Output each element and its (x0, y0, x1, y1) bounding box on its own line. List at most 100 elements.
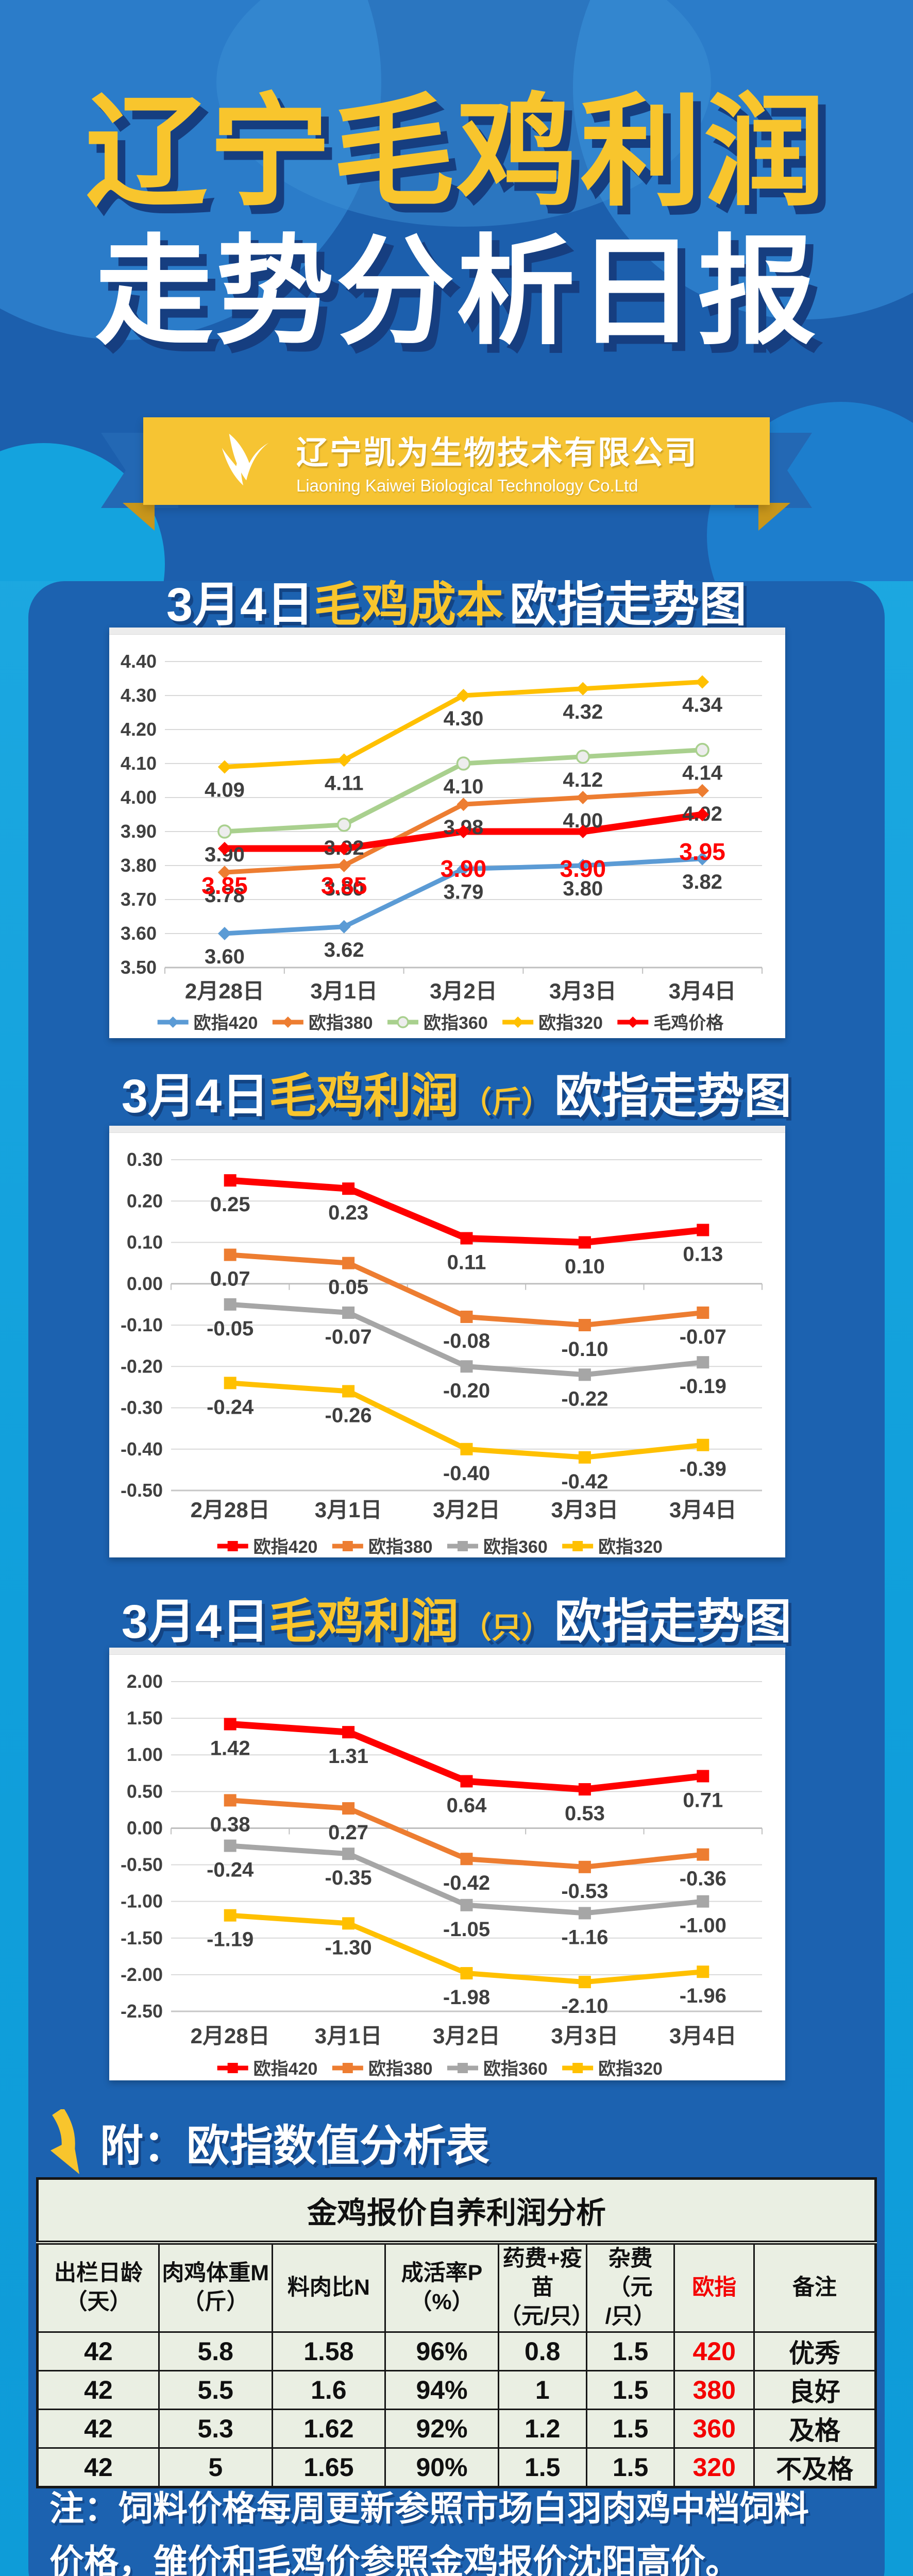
table-header-cell: 料肉比N (271, 2242, 386, 2333)
svg-text:1.31: 1.31 (328, 1745, 368, 1768)
cost-chart: 4.40 4.30 4.20 4.10 4.00 3.90 3.80 3.70 3.60 3.50… (109, 635, 785, 1041)
svg-text:欧指380: 欧指380 (309, 1013, 373, 1033)
table-cell: 42 (37, 2369, 160, 2410)
svg-text:0.38: 0.38 (210, 1813, 250, 1836)
table-cell: 5 (158, 2447, 273, 2488)
svg-text:3月2日: 3月2日 (430, 979, 497, 1003)
svg-text:-1.50: -1.50 (121, 1927, 163, 1948)
svg-text:-0.40: -0.40 (443, 1462, 490, 1485)
svg-text:3.85: 3.85 (321, 872, 367, 899)
svg-text:-0.42: -0.42 (443, 1872, 490, 1894)
svg-text:3.82: 3.82 (682, 871, 722, 893)
table-cell: 良好 (753, 2369, 876, 2410)
svg-text:-0.50: -0.50 (121, 1480, 163, 1501)
card-top-strip (109, 628, 785, 635)
svg-text:1.50: 1.50 (127, 1707, 163, 1728)
svg-text:毛鸡价格: 毛鸡价格 (653, 1013, 724, 1033)
svg-text:3月1日: 3月1日 (315, 2024, 382, 2048)
table-cell: 1.5 (497, 2447, 587, 2488)
table-cell: 1.62 (271, 2408, 386, 2449)
table-cell: 96% (384, 2331, 499, 2371)
table-cell: 90% (384, 2447, 499, 2488)
main-title-line1: 辽宁毛鸡利润 (85, 84, 827, 221)
analysis-table-wrap: 金鸡报价自养利润分析 出栏日龄 （天） 肉鸡体重M （斤） 料肉比N 成活率P （%） 药费+疫… (36, 2177, 877, 2488)
svg-text:欧指420: 欧指420 (253, 2059, 318, 2079)
company-name-block: 辽宁凯为生物技术有限公司 Liaoning Kaiwei Biological … (296, 427, 698, 496)
svg-text:-0.19: -0.19 (680, 1375, 726, 1398)
svg-text:-0.53: -0.53 (561, 1880, 608, 1903)
yellow-arrow-icon (50, 2109, 79, 2174)
svg-text:0.53: 0.53 (565, 1802, 605, 1825)
svg-text:4.40: 4.40 (121, 651, 157, 672)
table-cell: 360 (673, 2408, 755, 2449)
svg-text:3月3日: 3月3日 (551, 1498, 619, 1522)
table-cell: 0.8 (497, 2331, 587, 2371)
svg-text:-0.36: -0.36 (680, 1868, 726, 1890)
svg-text:-1.96: -1.96 (680, 1985, 726, 2007)
svg-text:-1.16: -1.16 (561, 1926, 608, 1948)
header: 辽宁毛鸡利润 走势分析日报 辽宁凯为生物技术有限公司 Liaoning Kaiw… (0, 0, 913, 581)
svg-text:0.10: 0.10 (127, 1232, 163, 1253)
table-cell: 1.65 (271, 2447, 386, 2488)
svg-text:0.10: 0.10 (565, 1256, 605, 1278)
table-row: 42 5.8 1.58 96% 0.8 1.5 420 优秀 (37, 2331, 876, 2371)
table-cell: 320 (673, 2447, 755, 2488)
svg-text:3月4日: 3月4日 (669, 2024, 737, 2048)
title-highlight: 毛鸡成本 (314, 579, 504, 631)
table-header-cell: 欧指 (673, 2242, 755, 2333)
table-cell: 420 (673, 2331, 755, 2371)
title-suffix: 欧指走势图 (554, 1070, 792, 1123)
svg-text:-2.50: -2.50 (121, 2001, 163, 2022)
svg-text:3月3日: 3月3日 (549, 979, 617, 1003)
title-unit: （只） (462, 1611, 552, 1645)
title-suffix: 欧指走势图 (554, 1596, 792, 1648)
svg-text:3月1日: 3月1日 (310, 979, 378, 1003)
svg-text:-0.05: -0.05 (207, 1317, 253, 1340)
svg-text:-0.07: -0.07 (680, 1326, 726, 1348)
svg-text:-0.24: -0.24 (207, 1859, 254, 1882)
svg-text:欧指360: 欧指360 (483, 1537, 548, 1557)
table-cell: 1.5 (585, 2369, 675, 2410)
table-cell: 1.5 (585, 2331, 675, 2371)
company-name-cn: 辽宁凯为生物技术有限公司 (296, 435, 698, 471)
svg-text:3月4日: 3月4日 (669, 1498, 737, 1522)
svg-text:4.34: 4.34 (682, 694, 723, 717)
svg-text:-0.24: -0.24 (207, 1396, 254, 1418)
svg-text:-0.08: -0.08 (443, 1330, 490, 1352)
profit-zhi-chart-svg: 2.00 1.50 1.00 0.50 0.00 -0.50 -1.00 -1.50 -2.00… (121, 1671, 763, 2079)
decor-blob (216, 0, 711, 227)
table-header-cell: 杂费（元/只） (585, 2242, 675, 2333)
svg-text:0.20: 0.20 (127, 1190, 163, 1211)
card-top-strip (109, 1648, 785, 1655)
svg-text:0.27: 0.27 (328, 1821, 368, 1844)
profit-zhi-chart-card: 2.00 1.50 1.00 0.50 0.00 -0.50 -1.00 -1.50 -2.00… (109, 1648, 785, 2080)
table-cell: 94% (384, 2369, 499, 2410)
svg-text:3.90: 3.90 (560, 855, 606, 882)
table-cell: 1 (497, 2369, 587, 2410)
analysis-table: 金鸡报价自养利润分析 出栏日龄 （天） 肉鸡体重M （斤） 料肉比N 成活率P （%） 药费+疫… (36, 2177, 877, 2488)
profit-zhi-chart: 2.00 1.50 1.00 0.50 0.00 -0.50 -1.00 -1.50 -2.00… (109, 1655, 785, 2083)
svg-text:-0.35: -0.35 (325, 1867, 372, 1889)
company-ribbon: 辽宁凯为生物技术有限公司 Liaoning Kaiwei Biological … (143, 417, 770, 505)
table-cell: 1.5 (585, 2447, 675, 2488)
table-header-cell: 备注 (753, 2242, 876, 2333)
profit-jin-chart-svg: 0.30 0.20 0.10 0.00 -0.10 -0.20 -0.30 -0.40 -0.5… (121, 1149, 763, 1557)
card-top-strip (109, 1126, 785, 1133)
table-header-cell: 出栏日龄 （天） (37, 2242, 160, 2333)
table-row: 42 5.3 1.62 92% 1.2 1.5 360 及格 (37, 2408, 876, 2449)
svg-text:-1.05: -1.05 (443, 1918, 490, 1941)
svg-text:2.00: 2.00 (127, 1671, 163, 1692)
svg-text:-0.10: -0.10 (561, 1338, 608, 1361)
title-highlight: 毛鸡利润 (269, 1596, 459, 1648)
cost-chart-card: 4.40 4.30 4.20 4.10 4.00 3.90 3.80 3.70 3.60 3.50… (109, 628, 785, 1038)
svg-text:4.10: 4.10 (121, 753, 157, 774)
table-cell: 不及格 (753, 2447, 876, 2488)
table-cell: 42 (37, 2408, 160, 2449)
svg-text:-2.10: -2.10 (561, 1995, 608, 2018)
footnote-line2: 价格，雏价和毛鸡价参照金鸡报价沈阳高价。 (49, 2543, 740, 2576)
svg-text:0.11: 0.11 (447, 1251, 486, 1274)
svg-text:3.85: 3.85 (201, 872, 248, 899)
footnote-line1: 注：饲料价格每周更新参照市场白羽肉鸡中档饲料 (49, 2489, 809, 2528)
svg-text:0.23: 0.23 (328, 1201, 368, 1224)
svg-text:欧指320: 欧指320 (598, 1537, 663, 1557)
